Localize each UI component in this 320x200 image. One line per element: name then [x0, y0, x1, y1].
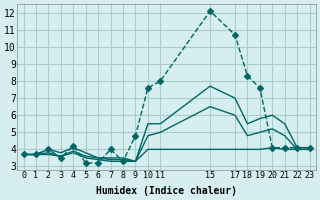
- X-axis label: Humidex (Indice chaleur): Humidex (Indice chaleur): [96, 186, 237, 196]
